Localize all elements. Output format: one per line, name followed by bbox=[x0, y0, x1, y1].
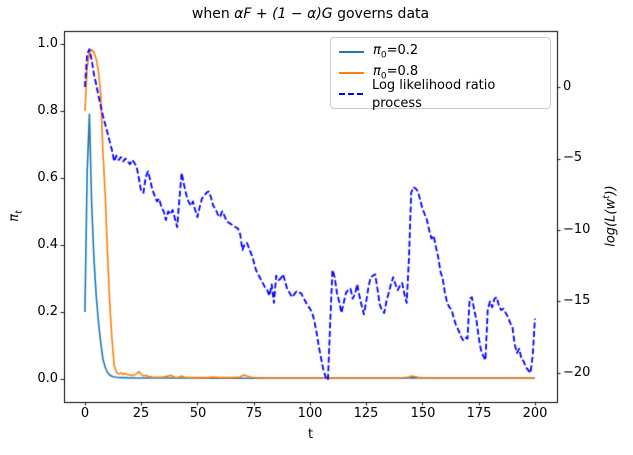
x-tick-label: 0 bbox=[80, 406, 90, 421]
y-right-label-sup: t bbox=[602, 195, 612, 199]
title-math: αF + (1 − α)G bbox=[234, 6, 333, 22]
legend-item-log-likelihood-ratio: Log likelihood ratio process bbox=[339, 78, 542, 111]
legend-label: Log likelihood ratio process bbox=[372, 78, 542, 111]
y-left-tick-label: 0.6 bbox=[37, 170, 58, 185]
legend-line-swatch bbox=[339, 71, 364, 74]
x-tick-label: 175 bbox=[466, 406, 492, 421]
x-tick-label: 75 bbox=[245, 406, 263, 421]
legend-line-swatch bbox=[339, 93, 363, 96]
x-tick-label: 150 bbox=[410, 406, 436, 421]
legend-label-text: =0.2 bbox=[386, 42, 419, 58]
y-right-label-post: )) bbox=[603, 185, 619, 196]
y-left-tick-label: 0.8 bbox=[37, 103, 58, 118]
legend-label: π0=0.2 bbox=[373, 43, 418, 61]
y-left-label-base: π bbox=[7, 213, 22, 222]
y-right-tick-label: −15 bbox=[563, 293, 591, 308]
legend-label-text: =0.8 bbox=[386, 64, 419, 80]
legend-item-pi0-0.8: π0=0.8 bbox=[339, 62, 542, 83]
legend-item-pi0-0.2: π0=0.2 bbox=[339, 41, 542, 62]
y-right-tick-label: 0 bbox=[563, 79, 572, 94]
x-tick-label: 100 bbox=[297, 406, 323, 421]
title-pre: when bbox=[191, 6, 235, 22]
y-left-tick-label: 0.2 bbox=[37, 304, 58, 319]
x-axis-label: t bbox=[307, 427, 314, 442]
legend-label-subscript: 0 bbox=[380, 71, 387, 82]
x-tick-label: 50 bbox=[189, 406, 207, 421]
legend: π0=0.2 π0=0.8 Log likelihood ratio proce… bbox=[330, 37, 551, 111]
legend-label-subscript: 0 bbox=[380, 50, 387, 61]
y-left-label-sub: t bbox=[14, 210, 25, 214]
x-tick-label: 200 bbox=[522, 406, 548, 421]
y-axis-label-left: πt bbox=[7, 171, 25, 261]
chart-title: when αF + (1 − α)G governs data bbox=[64, 6, 557, 22]
y-left-tick-label: 1.0 bbox=[37, 36, 58, 51]
title-post: governs data bbox=[332, 6, 430, 22]
y-axis-label-right: log(L(wt)) bbox=[602, 171, 618, 261]
y-left-tick-label: 0.4 bbox=[37, 237, 58, 252]
x-tick-label: 25 bbox=[132, 406, 150, 421]
y-right-tick-label: −10 bbox=[563, 222, 591, 237]
legend-label-symbol: π bbox=[373, 64, 381, 80]
y-right-tick-label: −20 bbox=[563, 365, 591, 380]
legend-label-symbol: π bbox=[373, 42, 381, 58]
legend-label: π0=0.8 bbox=[373, 64, 418, 82]
y-left-tick-label: 0.0 bbox=[37, 371, 58, 386]
y-right-label-pre: log(L(w bbox=[603, 198, 619, 247]
legend-line-swatch bbox=[339, 50, 364, 53]
x-tick-label: 125 bbox=[353, 406, 379, 421]
y-right-tick-label: −5 bbox=[563, 150, 583, 165]
legend-label-text: Log likelihood ratio process bbox=[371, 78, 496, 111]
